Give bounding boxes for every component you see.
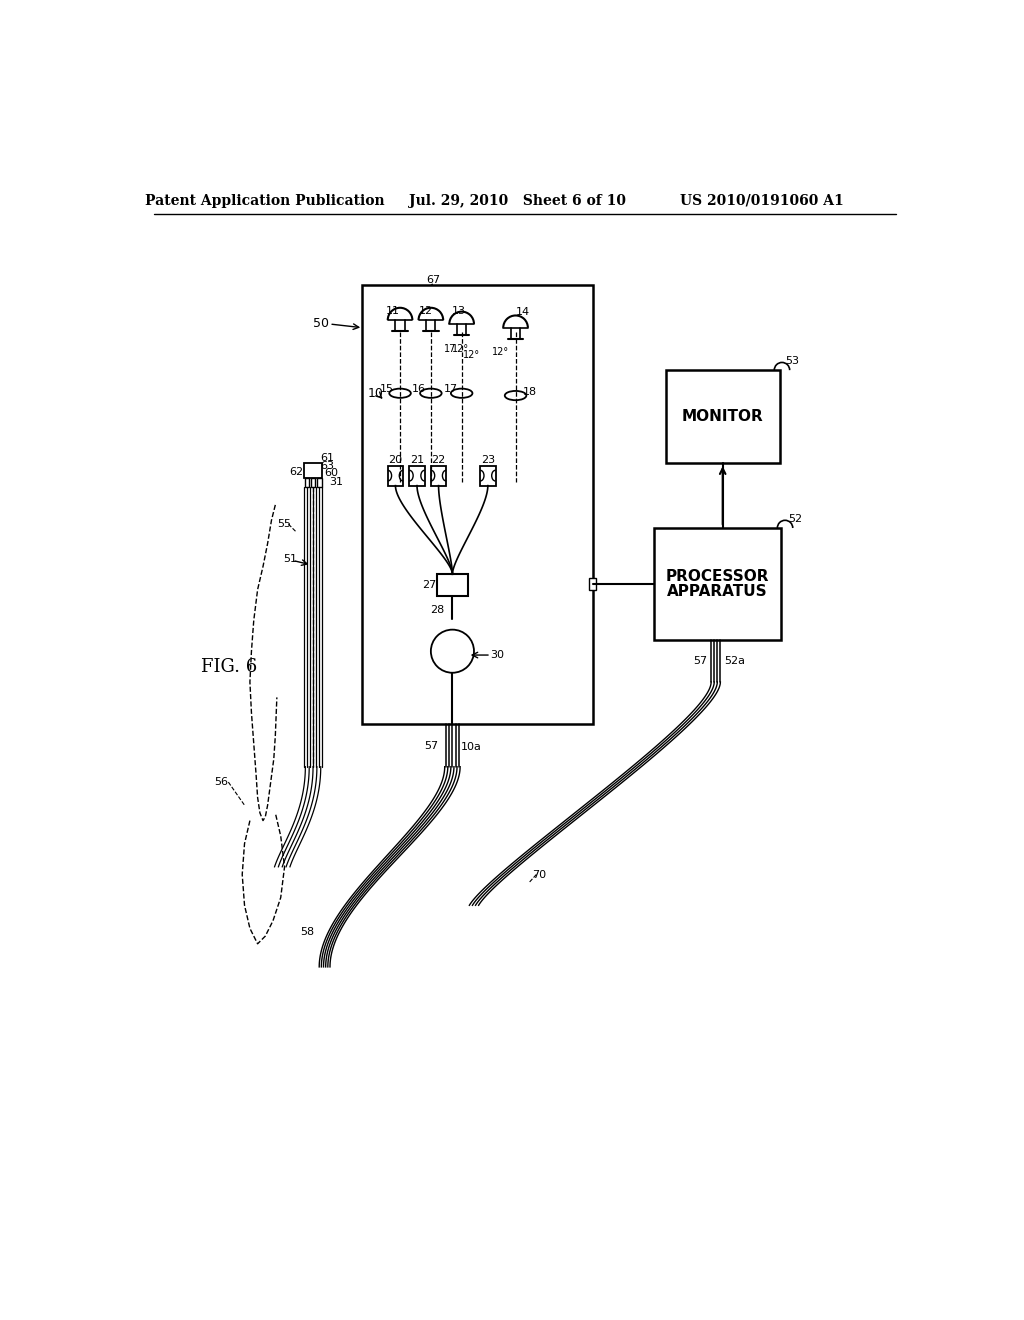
Text: 10: 10 [368,387,383,400]
Text: 60: 60 [325,469,339,478]
Text: 55: 55 [278,519,292,529]
Text: 12°: 12° [492,347,509,358]
Text: 12: 12 [419,306,432,315]
Bar [410,466,425,486]
Text: 16: 16 [412,384,426,395]
Text: 20: 20 [388,455,402,465]
Text: 50: 50 [312,317,329,330]
Text: 15: 15 [380,384,394,395]
Text: 27: 27 [422,579,436,590]
Text: 23: 23 [481,455,495,465]
Text: 21: 21 [410,455,424,465]
Bar [431,466,446,486]
Text: 53: 53 [785,356,799,366]
Text: 63: 63 [319,461,334,471]
Bar [361,285,593,725]
Text: 14: 14 [516,308,530,317]
Bar [304,462,323,478]
Bar [654,528,781,640]
Text: 61: 61 [319,453,334,463]
Text: 28: 28 [430,605,444,615]
Text: 12°: 12° [452,345,469,354]
Text: 58: 58 [301,927,314,937]
Text: MONITOR: MONITOR [682,409,764,424]
Bar [589,578,596,590]
Bar [480,466,496,486]
Text: 52: 52 [788,513,802,524]
Text: 18: 18 [522,388,537,397]
Text: 57: 57 [424,741,438,751]
Text: FIG. 6: FIG. 6 [201,657,257,676]
Text: Jul. 29, 2010   Sheet 6 of 10: Jul. 29, 2010 Sheet 6 of 10 [409,194,626,207]
Text: 62: 62 [289,467,303,477]
Text: 13: 13 [452,306,466,315]
Bar [437,574,468,595]
Text: Patent Application Publication: Patent Application Publication [145,194,385,207]
Text: 31: 31 [329,477,343,487]
Text: APPARATUS: APPARATUS [668,583,768,599]
Text: 56: 56 [214,777,228,787]
Text: 51: 51 [283,554,297,564]
Bar [316,478,322,487]
Text: 57: 57 [693,656,708,667]
Bar [310,478,315,487]
Text: 22: 22 [431,455,445,465]
Text: US 2010/0191060 A1: US 2010/0191060 A1 [680,194,844,207]
Bar [666,370,779,462]
Text: 12°: 12° [463,350,480,360]
Text: PROCESSOR: PROCESSOR [666,569,769,583]
Bar [304,478,309,487]
Text: 17: 17 [444,345,457,354]
Text: 17: 17 [443,384,458,395]
Text: 67: 67 [426,275,440,285]
Text: 10a: 10a [461,742,482,752]
Text: 11: 11 [385,306,399,315]
Text: 70: 70 [531,870,546,879]
Text: 52a: 52a [724,656,744,667]
Bar [388,466,403,486]
Text: 30: 30 [490,649,504,660]
